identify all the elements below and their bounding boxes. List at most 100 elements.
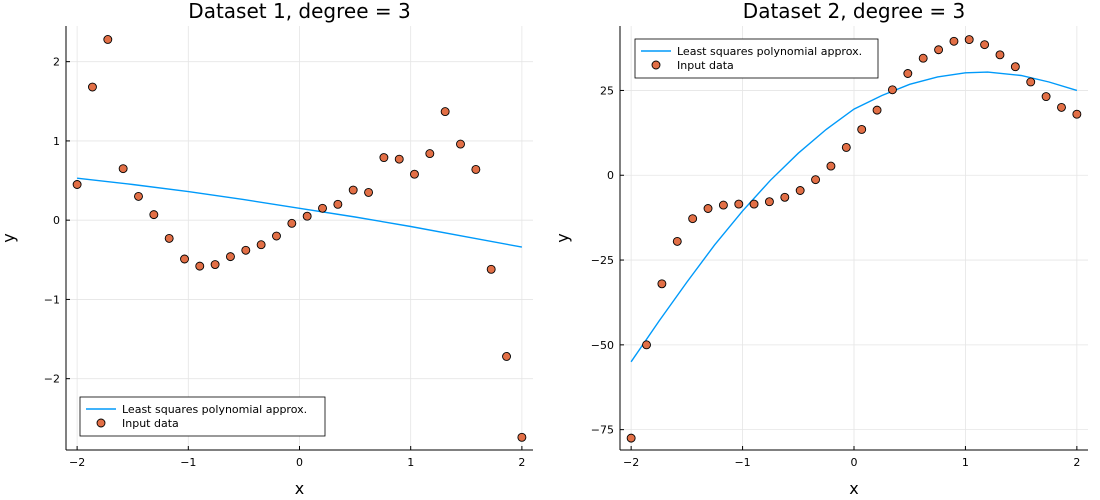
legend-label: Least squares polynomial approx. [122,403,307,416]
x-tick-label: 0 [296,456,303,469]
data-point [811,175,821,185]
chart-1: −2 −1 0 1 2 −2 −1 0 1 2 Dataset 1, degree = 3 x y Lea… [0,0,533,498]
data-point [226,252,235,262]
data-point [795,186,805,195]
x-tick-label: 1 [407,456,414,469]
data-point [826,161,836,171]
x-tick-label: −2 [623,456,639,469]
data-point [88,82,97,92]
data-point [517,432,527,442]
data-point [703,204,713,213]
data-point [841,142,851,152]
data-point [425,149,435,159]
x-tick-label: 0 [851,456,858,469]
y-axis-label: y [0,233,18,242]
legend-marker-swatch [96,418,106,428]
data-point [718,200,728,210]
data-point [272,231,281,241]
data-point [688,214,698,224]
x-tick-label: 1 [962,456,969,469]
data-point [672,236,682,246]
data-point [379,153,389,163]
data-point [440,107,450,117]
data-point [780,192,790,202]
y-tick-label: 25 [600,84,614,97]
chart-title: Dataset 2, degree = 3 [743,0,965,23]
y-tick-label: 0 [53,214,60,227]
y-tick-label: 1 [53,135,60,148]
chart-2: −2 −1 0 1 2 −75 −50 −25 0 25 Dataset 2, degree = 3… [553,0,1088,498]
data-point [626,433,636,443]
data-point [256,240,266,250]
data-point [302,211,312,221]
y-tick-label: −1 [44,293,60,306]
fit-line [77,177,523,248]
legend-label: Least squares polynomial approx. [677,45,862,58]
data-point [210,260,220,269]
y-tick-label: −2 [44,373,60,386]
legend-marker-swatch [651,60,661,70]
data-point [1010,62,1020,72]
data-point [195,261,205,271]
data-point [1072,109,1082,119]
data-point [749,199,759,209]
data-point [72,180,82,189]
data-point [918,53,928,63]
data-point [642,340,651,350]
data-point [934,45,944,55]
x-axis-label: x [295,479,304,498]
y-axis-label: y [553,233,572,242]
data-point [164,233,174,243]
data-point [180,254,189,264]
fit-line [630,71,1078,363]
x-tick-label: −2 [69,456,85,469]
legend-label: Input data [122,417,179,430]
data-point [502,352,511,361]
data-point [456,139,465,149]
chart-title: Dataset 1, degree = 3 [188,0,410,23]
data-point [410,169,419,179]
legend-box [634,38,879,79]
data-point [995,50,1005,60]
x-axis-label: x [849,479,858,498]
legend: Least squares polynomial approx.Input da… [634,38,879,79]
data-point [103,35,113,44]
data-point [364,187,373,197]
data-point [980,40,990,50]
data-point [241,245,251,255]
data-point [764,197,774,207]
y-tick-label: 2 [53,56,60,69]
data-point [1026,77,1036,87]
data-point [1057,102,1066,112]
data-point [1041,92,1051,102]
x-tick-label: 2 [1073,456,1080,469]
data-point [394,154,404,164]
data-point [872,105,882,115]
data-point [149,210,159,220]
y-tick-label: −25 [591,254,614,267]
data-point [887,85,897,95]
data-point [348,185,358,195]
data-point [287,218,297,228]
y-tick-label: −50 [591,339,614,352]
data-point [857,125,867,134]
legend-label: Input data [677,59,734,72]
x-tick-label: −1 [734,456,750,469]
x-tick-label: −1 [180,456,196,469]
data-point [486,264,496,274]
data-point [118,164,128,174]
legend: Least squares polynomial approx.Input da… [79,396,326,437]
data-point [333,199,343,209]
y-tick-label: −75 [591,424,614,437]
data-point [134,191,143,201]
legend-box [79,396,326,437]
data-point [903,69,913,78]
data-point [657,279,667,289]
y-tick-label: 0 [607,169,614,182]
x-tick-label: 2 [518,456,525,469]
data-point [734,199,744,209]
data-point [964,35,974,45]
data-point [471,164,481,174]
data-point [949,36,959,46]
